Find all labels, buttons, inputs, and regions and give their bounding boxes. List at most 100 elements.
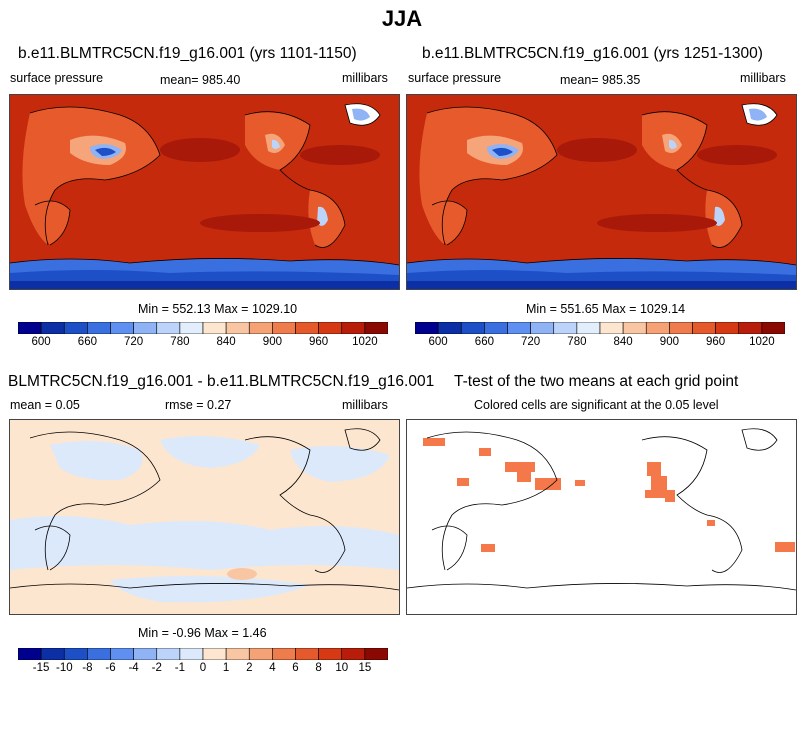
colorbar-2-tick-label: 900 bbox=[659, 336, 679, 348]
colorbar-2-swatch bbox=[599, 322, 624, 334]
colorbar-3-swatch bbox=[272, 648, 296, 660]
colorbar-2-swatch bbox=[576, 322, 601, 334]
colorbar-2-swatch bbox=[692, 322, 716, 334]
colorbar-2-tick-label: 840 bbox=[613, 336, 633, 348]
colorbar-1-swatch bbox=[133, 322, 158, 334]
panel-2-units: millibars bbox=[740, 71, 786, 85]
panel-3-map bbox=[9, 419, 400, 615]
colorbar-1-swatch bbox=[225, 322, 250, 334]
panel-1-units: millibars bbox=[342, 71, 388, 85]
colorbar-1-tick-label: 600 bbox=[31, 336, 51, 348]
colorbar-1-swatch bbox=[248, 322, 273, 334]
colorbar-3-tick-label: 4 bbox=[269, 662, 276, 674]
colorbar-3-swatch bbox=[295, 648, 319, 660]
colorbar-3-tick-label: -8 bbox=[82, 662, 93, 674]
colorbar-3-swatch bbox=[364, 648, 388, 660]
colorbar-3-swatch bbox=[18, 648, 42, 660]
colorbar-1-swatch bbox=[202, 322, 227, 334]
colorbar-2-swatch bbox=[738, 322, 763, 334]
colorbar-3-swatch bbox=[133, 648, 158, 660]
colorbar-1-tick-label: 720 bbox=[124, 336, 144, 348]
colorbar-2-swatch bbox=[460, 322, 485, 334]
panel-2-minmax: Min = 551.65 Max = 1029.14 bbox=[526, 302, 686, 316]
colorbar-2-swatch bbox=[507, 322, 531, 334]
colorbar-1-swatch bbox=[272, 322, 296, 334]
colorbar-2-swatch bbox=[669, 322, 693, 334]
colorbar-3-swatch bbox=[87, 648, 111, 660]
colorbar-3-tick-label: -1 bbox=[174, 662, 186, 674]
colorbar-3-tick-label: 6 bbox=[292, 662, 299, 674]
panel-2-map bbox=[406, 94, 797, 290]
colorbar-2-tick-label: 720 bbox=[521, 336, 541, 348]
panel-1-variable: surface pressure bbox=[10, 71, 104, 85]
colorbar-1-tick-label: 660 bbox=[77, 336, 97, 348]
panel-1-map bbox=[9, 94, 400, 290]
colorbar-3-tick-label: -4 bbox=[128, 662, 139, 674]
colorbar-3-swatch bbox=[225, 648, 250, 660]
colorbar-1-swatch bbox=[110, 322, 134, 334]
colorbar-1-tick-label: 1020 bbox=[352, 336, 378, 348]
colorbar-2-tick-label: 660 bbox=[474, 336, 494, 348]
colorbar-1-swatch bbox=[364, 322, 388, 334]
colorbar-3-tick-label: 2 bbox=[246, 662, 253, 674]
colorbar-1-swatch bbox=[87, 322, 111, 334]
colorbar-1-tick-label: 780 bbox=[170, 336, 190, 348]
colorbar-3-swatch bbox=[202, 648, 227, 660]
colorbar-2-tick-label: 1020 bbox=[749, 336, 775, 348]
colorbar-1-swatch bbox=[295, 322, 319, 334]
colorbar-2-swatch bbox=[645, 322, 670, 334]
panel-2-title: b.e11.BLMTRC5CN.f19_g16.001 (yrs 1251-13… bbox=[422, 45, 763, 62]
difference-map bbox=[10, 420, 399, 614]
colorbar-1-swatch bbox=[341, 322, 366, 334]
panel-3-minmax: Min = -0.96 Max = 1.46 bbox=[138, 626, 267, 640]
colorbar-1-swatch bbox=[179, 322, 204, 334]
colorbar-2-swatches bbox=[415, 322, 785, 334]
colorbar-3-swatches bbox=[18, 648, 388, 660]
colorbar-2-tick-label: 780 bbox=[567, 336, 587, 348]
colorbar-3-swatch bbox=[40, 648, 65, 660]
colorbar-2-swatch bbox=[415, 322, 439, 334]
colorbar-1-swatch bbox=[40, 322, 65, 334]
colorbar-2-swatch bbox=[553, 322, 578, 334]
panel-3-title: BLMTRC5CN.f19_g16.001 - b.e11.BLMTRC5CN.… bbox=[8, 373, 435, 390]
panel-3-colorbar: -15 -10 -8 -6 -4 -2 -1 0 1 2 4 6 8 10 15 bbox=[18, 648, 388, 678]
panel-1-colorbar: 600 660 720 780 840 900 960 1020 bbox=[18, 322, 388, 352]
surface-pressure-map-2 bbox=[407, 95, 796, 289]
colorbar-1-tick-label: 840 bbox=[216, 336, 236, 348]
colorbar-2-swatch bbox=[437, 322, 462, 334]
figure-title: JJA bbox=[381, 6, 423, 31]
colorbar-2-tick-label: 600 bbox=[428, 336, 448, 348]
colorbar-1-tick-label: 900 bbox=[262, 336, 282, 348]
panel-1-title: b.e11.BLMTRC5CN.f19_g16.001 (yrs 1101-11… bbox=[18, 45, 357, 62]
colorbar-3-tick-label: 8 bbox=[315, 662, 322, 674]
colorbar-2-swatch bbox=[530, 322, 555, 334]
colorbar-1-swatch bbox=[63, 322, 88, 334]
colorbar-3-swatch bbox=[156, 648, 181, 660]
colorbar-2-swatch bbox=[715, 322, 740, 334]
colorbar-3-tick-label: 15 bbox=[358, 662, 372, 674]
panel-2-colorbar: 600 660 720 780 840 900 960 1020 bbox=[415, 322, 785, 352]
colorbar-3-swatch bbox=[318, 648, 343, 660]
panel-3-units: millibars bbox=[342, 398, 388, 412]
colorbar-3-swatch bbox=[341, 648, 366, 660]
colorbar-3-swatch bbox=[110, 648, 134, 660]
colorbar-3-tick-label: 0 bbox=[199, 662, 207, 674]
colorbar-3-swatch bbox=[248, 648, 273, 660]
colorbar-3-tick-label: -6 bbox=[105, 662, 116, 674]
panel-1-mean: mean= 985.40 bbox=[160, 73, 241, 87]
colorbar-1-swatch bbox=[318, 322, 343, 334]
colorbar-3-tick-label: 1 bbox=[222, 662, 230, 674]
panel-1-minmax: Min = 552.13 Max = 1029.10 bbox=[138, 302, 298, 316]
ttest-map bbox=[407, 420, 796, 614]
colorbar-3-tick-label: -15 bbox=[32, 662, 50, 674]
colorbar-1-swatches bbox=[18, 322, 388, 334]
colorbar-3-swatch bbox=[63, 648, 88, 660]
colorbar-3-tick-label: -10 bbox=[55, 662, 73, 674]
colorbar-2-swatch bbox=[484, 322, 508, 334]
panel-2-mean: mean= 985.35 bbox=[560, 73, 641, 87]
colorbar-2-tick-label: 960 bbox=[706, 336, 726, 348]
panel-4-map bbox=[406, 419, 797, 615]
colorbar-1-tick-label: 960 bbox=[309, 336, 329, 348]
panel-3-rmse: rmse = 0.27 bbox=[165, 398, 232, 412]
surface-pressure-map-1 bbox=[10, 95, 399, 289]
